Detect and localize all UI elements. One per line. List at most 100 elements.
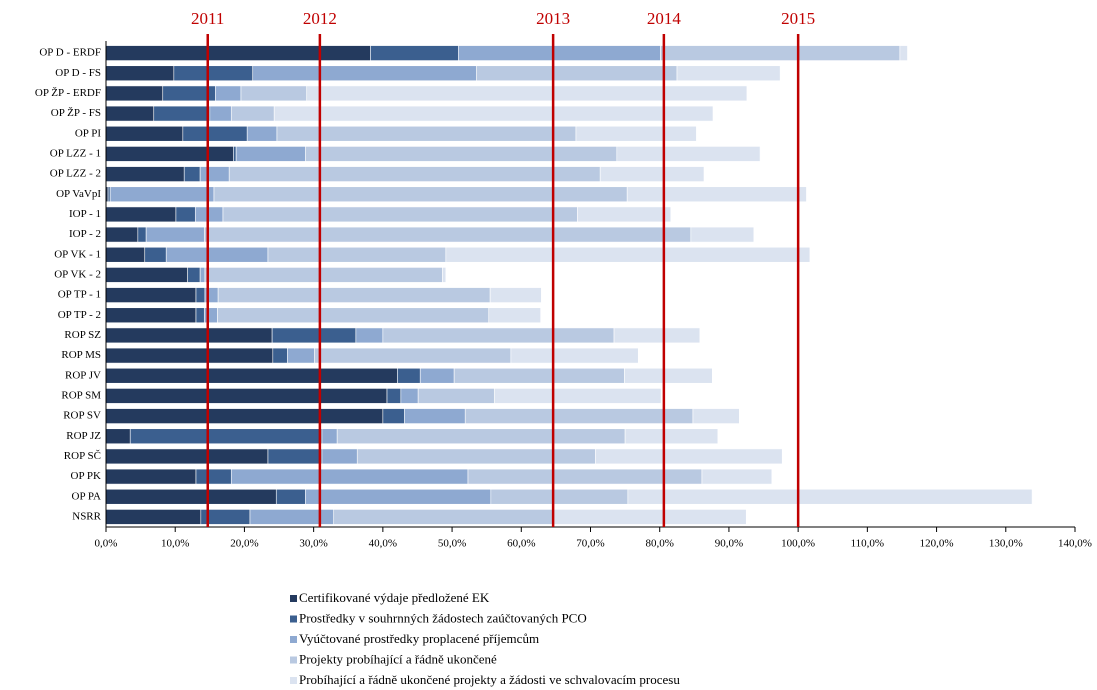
bar-segment — [899, 45, 908, 61]
bar-segment — [445, 246, 811, 263]
bar-segment — [213, 186, 628, 203]
bar-segment — [209, 105, 232, 122]
bar-segment — [145, 226, 205, 243]
legend-label: Projekty probíhající a řádně ukončené — [299, 651, 497, 666]
bar-segment — [356, 448, 596, 465]
bar-segment — [105, 468, 197, 485]
bar-segment — [195, 307, 205, 324]
category-label: OP PI — [75, 127, 102, 139]
bar-segment — [314, 347, 512, 364]
x-tick-label: 100,0% — [781, 538, 815, 550]
bar-segment — [400, 388, 419, 404]
bar-segment — [203, 307, 218, 324]
bar-segment — [105, 488, 277, 505]
bar-segment — [333, 509, 555, 525]
bar-segment — [105, 246, 146, 263]
bar-segment — [183, 166, 201, 182]
x-tick-label: 10,0% — [161, 538, 189, 550]
x-tick-label: 60,0% — [507, 538, 535, 550]
reference-label: 2013 — [536, 9, 570, 28]
bar-segment — [105, 146, 234, 162]
bar-segment — [252, 65, 477, 82]
bar-segment — [105, 367, 398, 384]
bar-segment — [173, 65, 254, 82]
bar-segment — [475, 65, 678, 82]
bar-segment — [404, 408, 466, 424]
bar-segment — [153, 105, 211, 122]
x-tick-label: 30,0% — [299, 538, 327, 550]
bar-segment — [233, 146, 237, 162]
bar-segment — [467, 468, 703, 485]
bar-segment — [336, 428, 626, 445]
bar-segment — [105, 307, 197, 324]
x-tick-label: 120,0% — [920, 538, 954, 550]
bar-segment — [105, 125, 184, 142]
bar-segment — [267, 246, 447, 263]
bar-segment — [195, 287, 206, 303]
legend-label: Vyúčtované prostředky proplacené příjemc… — [299, 631, 539, 646]
bar-segment — [510, 347, 639, 364]
bar-segment — [453, 367, 625, 384]
bar-segment — [105, 327, 273, 344]
category-label: ROP JZ — [66, 430, 101, 442]
bar-segment — [105, 428, 131, 445]
category-label: OP LZZ - 1 — [50, 147, 101, 159]
category-label: ROP SM — [61, 389, 101, 401]
bar-segment — [105, 408, 384, 424]
legend-label: Probíhající a řádně ukončené projekty a … — [299, 672, 680, 687]
category-label: IOP - 2 — [69, 228, 101, 240]
bar-segment — [105, 448, 269, 465]
bar-segment — [493, 388, 662, 404]
bar-segment — [626, 186, 807, 203]
bar-segment — [386, 388, 402, 404]
category-label: OP ŽP - FS — [51, 107, 101, 119]
bar-segment — [287, 347, 315, 364]
bar-segment — [230, 105, 275, 122]
category-label: OP PA — [72, 490, 102, 502]
category-label: OP PK — [71, 470, 102, 482]
bar-segment — [676, 65, 781, 82]
x-tick-label: 130,0% — [989, 538, 1023, 550]
bar-segment — [464, 408, 694, 424]
bar-segment — [246, 125, 278, 142]
bar-segment — [137, 226, 147, 243]
x-tick-label: 50,0% — [438, 538, 466, 550]
legend-swatch — [290, 677, 297, 684]
bar-segment — [624, 428, 719, 445]
category-label: OP TP - 1 — [58, 289, 101, 301]
reference-label: 2012 — [303, 9, 337, 28]
bar-segment — [144, 246, 167, 263]
category-label: OP TP - 2 — [58, 309, 101, 321]
category-label: OP VK - 1 — [54, 248, 101, 260]
bar-segment — [105, 166, 185, 182]
bar-segment — [599, 166, 705, 182]
bar-segment — [397, 367, 421, 384]
bar-segment — [271, 327, 357, 344]
bar-segment — [595, 448, 783, 465]
bar-segment — [105, 85, 164, 102]
bar-segment — [105, 65, 175, 82]
category-label: OP VaVpI — [56, 188, 101, 200]
bar-segment — [701, 468, 773, 485]
category-label: NSRR — [72, 510, 101, 522]
bar-segment — [194, 206, 224, 223]
bar-segment — [199, 267, 206, 283]
bar-segment — [417, 388, 495, 404]
bar-segment — [305, 146, 618, 162]
bar-segment — [105, 509, 202, 525]
bar-segment — [553, 509, 747, 525]
category-label: OP D - FS — [55, 67, 101, 79]
bar-segment — [235, 146, 306, 162]
bar-segment — [105, 267, 188, 283]
bar-segment — [306, 85, 748, 102]
bar-segment — [195, 468, 232, 485]
bar-segment — [616, 146, 761, 162]
bar-segment — [230, 468, 469, 485]
reference-label: 2015 — [781, 9, 815, 28]
bar-segment — [267, 448, 323, 465]
bar-segment — [217, 287, 491, 303]
category-label: ROP SČ — [64, 450, 101, 462]
bar-segment — [575, 125, 697, 142]
bar-segment — [577, 206, 672, 223]
